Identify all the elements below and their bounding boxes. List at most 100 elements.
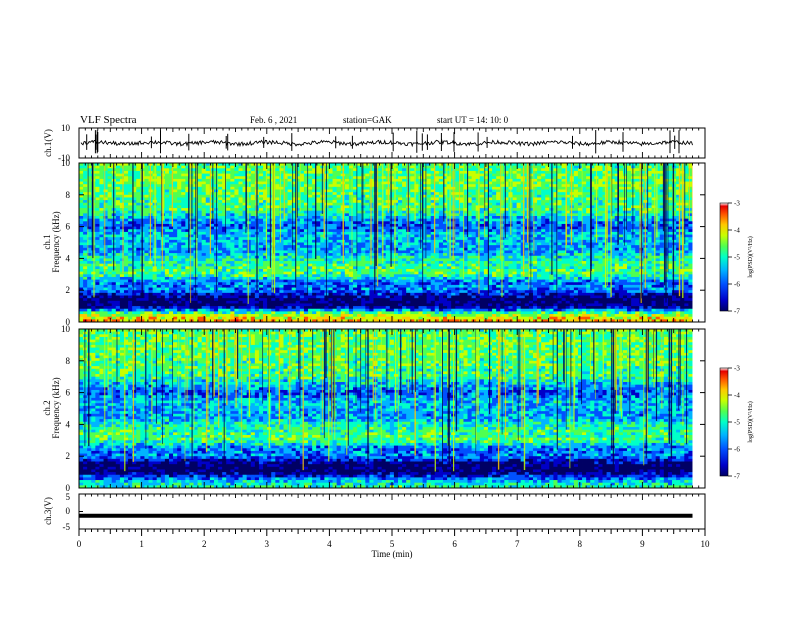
ch1-spectrogram-cell [239,296,243,299]
ch1-spectrogram-cell [99,187,103,190]
ch1-spectrogram-cell [398,280,402,283]
ch1-spectrogram-cell [206,200,210,203]
ch1-spectrogram-cell [99,216,103,219]
ch1-spectrogram-cell [283,266,287,269]
ch1-spectrogram-cell [288,306,292,309]
ch1-spectrogram-cell [83,229,87,232]
ch1-spectrogram-cell [79,237,83,240]
ch1-spectrogram-cell [369,211,373,214]
ch1-spectrogram-cell [275,317,279,320]
ch1-spectrogram-cell [271,314,275,317]
ch1-spectrogram-cell [247,174,251,177]
ch1-spectrogram-cell [259,288,263,291]
ch1-spectrogram-cell [402,253,406,256]
ch1-spectrogram-cell [328,282,332,285]
ch1-spectrogram-cell [410,261,414,264]
ch1-spectrogram-cell [202,216,206,219]
ch1-spectrogram-cell [226,282,230,285]
ch1-spectrogram-cell [357,205,361,208]
ch1-spectrogram-cell [198,256,202,259]
ch1-spectrogram-cell [87,272,91,275]
ch1-spectrogram-cell [316,200,320,203]
ch1-spectrogram-cell [87,285,91,288]
ch1-spectrogram-cell [177,179,181,182]
ch1-spectrogram-cell [177,171,181,174]
ch1-spectrogram-cell [95,195,99,198]
ch1-spectrogram-cell [173,240,177,243]
ch1-spectrogram-cell [378,301,382,304]
ch1-spectrogram-cell [288,176,292,179]
ch1-spectrogram-cell [316,237,320,240]
ch1-spectrogram-cell [79,240,83,243]
ch1-spectrogram-cell [267,285,271,288]
ch1-spectrogram-cell [189,232,193,235]
ch1-spectrogram-cell [267,288,271,291]
ch1-spectrogram-cell [218,314,222,317]
ch1-spectrogram-cell [128,179,132,182]
ch1-spectrogram-cell [378,219,382,222]
ch1-spectrogram-cell [316,205,320,208]
ch1-spectrogram-cell [177,290,181,293]
ch1-spectrogram-cell [226,224,230,227]
ch1-spectrogram-cell [361,261,365,264]
ch1-spectrogram-cell [218,253,222,256]
ch1-spectrogram-cell [222,282,226,285]
ch1-spectrogram-cell [108,237,112,240]
ch1-spectrogram-cell [234,205,238,208]
ch1-spectrogram-cell [243,306,247,309]
ch1-spectrogram-cell [378,306,382,309]
ch1-spectrogram-cell [349,174,353,177]
ch1-spectrogram-cell [181,301,185,304]
ch1-spectrogram-cell [128,280,132,283]
ch1-spectrogram-cell [345,179,349,182]
ch1-spectrogram-cell [328,303,332,306]
ch1-spectrogram-cell [165,229,169,232]
ch1-spectrogram-cell [189,256,193,259]
ch1-spectrogram-cell [349,272,353,275]
ch1-spectrogram-cell [165,309,169,312]
ch1-spectrogram-cell [112,277,116,280]
ch1-spectrogram-cell [300,272,304,275]
ch1-spectrogram-cell [177,285,181,288]
ch1-spectrogram-cell [251,179,255,182]
ch1-spectrogram-cell [222,232,226,235]
ch1-spectrogram-cell [202,280,206,283]
ch1-spectrogram-cell [136,256,140,259]
ch1-spectrogram-cell [365,171,369,174]
ch1-spectrogram-cell [300,213,304,216]
ch1-spectrogram-cell [194,314,198,317]
ch1-spectrogram-cell [124,288,128,291]
ch1-spectrogram-cell [165,203,169,206]
ch1-spectrogram-cell [189,277,193,280]
ch1-spectrogram-cell [349,221,353,224]
ch1-spectrogram-cell [349,229,353,232]
ch1-spectrogram-cell [218,296,222,299]
ch1-spectrogram-cell [259,317,263,320]
ch1-spectrogram-cell [144,221,148,224]
ch1-spectrogram-cell [169,243,173,246]
ch1-spectrogram-cell [116,232,120,235]
ch1-spectrogram-cell [255,298,259,301]
ch1-spectrogram-cell [83,216,87,219]
ch1-spectrogram-cell [328,224,332,227]
ch1-spectrogram-cell [198,190,202,193]
ch1-spectrogram-cell [361,258,365,261]
ch1-spectrogram-cell [144,200,148,203]
ch1-spectrogram-cell [398,224,402,227]
ch1-spectrogram-cell [406,264,410,267]
ch1-spectrogram-cell [308,192,312,195]
ch1-spectrogram-cell [345,277,349,280]
ch1-spectrogram-cell [124,314,128,317]
ch1-spectrogram-cell [369,224,373,227]
ch1-spectrogram-cell [120,314,124,317]
ch1-spectrogram-cell [369,314,373,317]
ch1-spectrogram-cell [288,195,292,198]
ch1-spectrogram-cell [333,174,337,177]
ch1-spectrogram-cell [144,311,148,314]
ch1-spectrogram-cell [341,311,345,314]
ch1-spectrogram-cell [275,176,279,179]
ch1-spectrogram-cell [95,253,99,256]
ch1-spectrogram-cell [402,182,406,185]
ch1-spectrogram-cell [345,205,349,208]
ch1-spectrogram-cell [120,232,124,235]
